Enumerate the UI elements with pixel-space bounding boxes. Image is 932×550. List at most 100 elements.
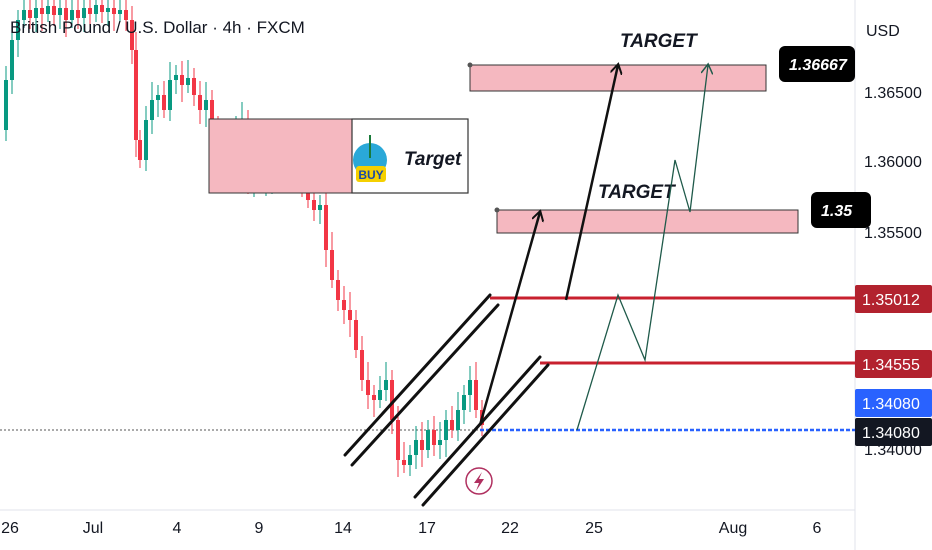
candle-body bbox=[360, 350, 364, 380]
price-label-text: 1.34080 bbox=[862, 396, 920, 413]
candle-body bbox=[432, 430, 436, 445]
price-tick-label: 1.35500 bbox=[864, 225, 922, 242]
candle-body bbox=[414, 440, 418, 455]
candle-body bbox=[408, 455, 412, 465]
candle-body bbox=[342, 300, 346, 310]
target-box-label: Target bbox=[404, 149, 462, 170]
candle-body bbox=[456, 410, 460, 430]
candle-body bbox=[348, 310, 352, 320]
candle-body bbox=[468, 380, 472, 395]
candle-body bbox=[100, 5, 104, 12]
candle-body bbox=[124, 10, 128, 20]
price-tick-label: 1.36000 bbox=[864, 154, 922, 171]
candle-body bbox=[444, 420, 448, 440]
buy-badge-icon: BUY bbox=[353, 135, 387, 182]
candle-body bbox=[474, 380, 478, 410]
time-tick-label: 6 bbox=[813, 520, 822, 537]
candle-body bbox=[52, 6, 56, 15]
candle-body bbox=[204, 100, 208, 110]
candle-body bbox=[210, 100, 214, 130]
candle-body bbox=[198, 95, 202, 110]
price-labels: 1.36667 1.35 1.35012 1.34555 1.34080 1.34080 bbox=[779, 46, 932, 446]
price-label-badge bbox=[855, 389, 932, 417]
price-label-text: 1.36667 bbox=[789, 57, 848, 74]
upper-target-label: TARGET bbox=[620, 31, 698, 52]
candle-body bbox=[438, 440, 442, 445]
lightning-icon[interactable] bbox=[465, 467, 493, 495]
candle-body bbox=[426, 430, 430, 450]
candle-body bbox=[156, 95, 160, 100]
candle-body bbox=[324, 205, 328, 250]
candle-body bbox=[28, 10, 32, 18]
candle-body bbox=[64, 8, 68, 20]
buy-badge-label: BUY bbox=[358, 168, 383, 182]
candle-body bbox=[384, 380, 388, 390]
arrow-to-lower-target bbox=[478, 212, 540, 426]
candle-body bbox=[40, 8, 44, 14]
candle-body bbox=[46, 6, 50, 14]
candle-body bbox=[330, 250, 334, 280]
price-label-text: 1.35012 bbox=[862, 292, 920, 309]
candle-body bbox=[134, 50, 138, 140]
time-tick-label: 4 bbox=[173, 520, 182, 537]
candle-body bbox=[162, 95, 166, 110]
candle-body bbox=[318, 205, 322, 210]
candle-body bbox=[390, 380, 394, 420]
candle-body bbox=[174, 75, 178, 80]
price-label-text: 1.35 bbox=[821, 203, 853, 220]
ascending-channel bbox=[343, 293, 550, 507]
lower-target-label: TARGET bbox=[598, 182, 676, 203]
price-label-badge bbox=[811, 192, 871, 228]
candle-body bbox=[144, 120, 148, 160]
time-tick-label: 9 bbox=[255, 520, 264, 537]
chart-title: British Pound / U.S. Dollar · 4h · FXCM bbox=[10, 18, 305, 37]
candle-body bbox=[354, 320, 358, 350]
time-tick-label: 22 bbox=[501, 520, 519, 537]
candle-body bbox=[112, 8, 116, 14]
candle-body bbox=[16, 20, 20, 40]
candle-body bbox=[462, 395, 466, 410]
price-label-badge bbox=[855, 285, 932, 313]
candle-body bbox=[372, 395, 376, 400]
candle-body bbox=[366, 380, 370, 395]
currency-label[interactable]: USD bbox=[866, 23, 900, 40]
candle-body bbox=[70, 10, 74, 20]
lower-target-zone bbox=[496, 209, 799, 234]
candle-body bbox=[82, 8, 86, 18]
candle-body bbox=[138, 140, 142, 160]
candle-body bbox=[186, 78, 190, 85]
candle-body bbox=[336, 280, 340, 300]
candle-body bbox=[192, 78, 196, 95]
candle-body bbox=[130, 20, 134, 50]
time-tick-label: 14 bbox=[334, 520, 352, 537]
candle-body bbox=[34, 8, 38, 18]
price-label-text: 1.34555 bbox=[862, 357, 920, 374]
buy-zone bbox=[208, 118, 353, 194]
candle-body bbox=[402, 460, 406, 465]
price-label-badge bbox=[855, 418, 932, 446]
candle-body bbox=[106, 8, 110, 12]
candle-body bbox=[22, 10, 26, 20]
candle-body bbox=[76, 10, 80, 18]
candle-body bbox=[450, 420, 454, 430]
candle-body bbox=[150, 100, 154, 120]
candle-body bbox=[118, 10, 122, 14]
candle-body bbox=[58, 8, 62, 15]
candle-body bbox=[10, 40, 14, 80]
arrow-to-upper-target bbox=[564, 65, 618, 301]
price-label-badge bbox=[855, 350, 932, 378]
price-tick-label: 1.34000 bbox=[864, 442, 922, 459]
candle-body bbox=[4, 80, 8, 130]
price-label-badge bbox=[779, 46, 855, 82]
candle-body bbox=[420, 440, 424, 450]
candle-body bbox=[180, 75, 184, 85]
time-axis[interactable]: 26 Jul 4 9 14 17 22 25 Aug 6 bbox=[1, 520, 821, 537]
price-label-text: 1.34080 bbox=[862, 425, 920, 442]
candle-body bbox=[378, 390, 382, 400]
time-tick-label: Aug bbox=[719, 520, 747, 537]
time-tick-label: 26 bbox=[1, 520, 19, 537]
price-axis[interactable]: 1.36500 1.36000 1.35500 1.34000 bbox=[864, 85, 922, 459]
candle-body bbox=[88, 8, 92, 14]
